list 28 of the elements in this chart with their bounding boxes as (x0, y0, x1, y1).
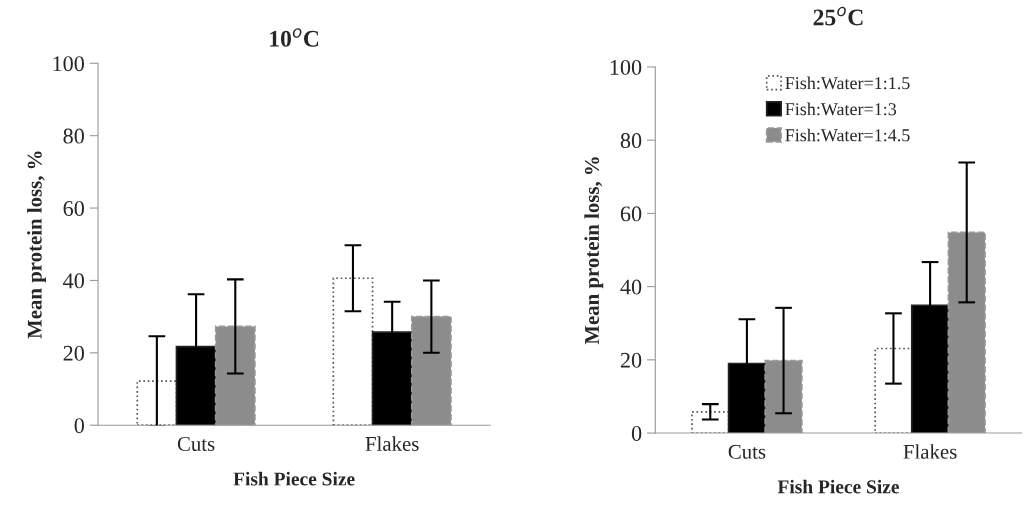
x-axis-title: Fish Piece Size (233, 471, 355, 486)
y-tick-label: 60 (620, 206, 642, 222)
x-tick-label: Cuts (728, 444, 766, 459)
y-tick-label: 40 (63, 273, 84, 289)
y-axis-title: Mean protein loss, % (584, 157, 604, 345)
chart-title: 10$^{o}$C (270, 28, 319, 47)
y-tick-label: 100 (610, 59, 642, 75)
y-tick-label: 60 (63, 200, 84, 216)
y-tick-label: 80 (620, 133, 642, 149)
x-axis-title: Fish Piece Size (777, 479, 900, 494)
y-tick-label: 20 (620, 352, 642, 368)
y-tick-label: 0 (74, 418, 84, 434)
bar (136, 380, 178, 426)
bar (874, 347, 913, 434)
x-tick-label: Flakes (365, 436, 419, 451)
y-axis-title: Mean protein loss, % (27, 151, 46, 339)
bar (332, 277, 374, 426)
y-tick-label: 100 (53, 56, 84, 72)
y-tick-label: 0 (631, 425, 642, 441)
legend-label: Fish:Water=1:1.5 (785, 76, 910, 90)
legend-label: Fish:Water=1:3 (785, 102, 897, 116)
x-tick-label: Cuts (177, 436, 215, 451)
legend-label: Fish:Water=1:4.5 (785, 128, 910, 142)
chart-title: 25$^{o}$C (813, 6, 863, 26)
x-tick-label: Flakes (903, 444, 957, 459)
y-tick-label: 80 (63, 128, 84, 144)
y-tick-label: 40 (620, 279, 642, 295)
y-tick-label: 20 (63, 345, 84, 361)
